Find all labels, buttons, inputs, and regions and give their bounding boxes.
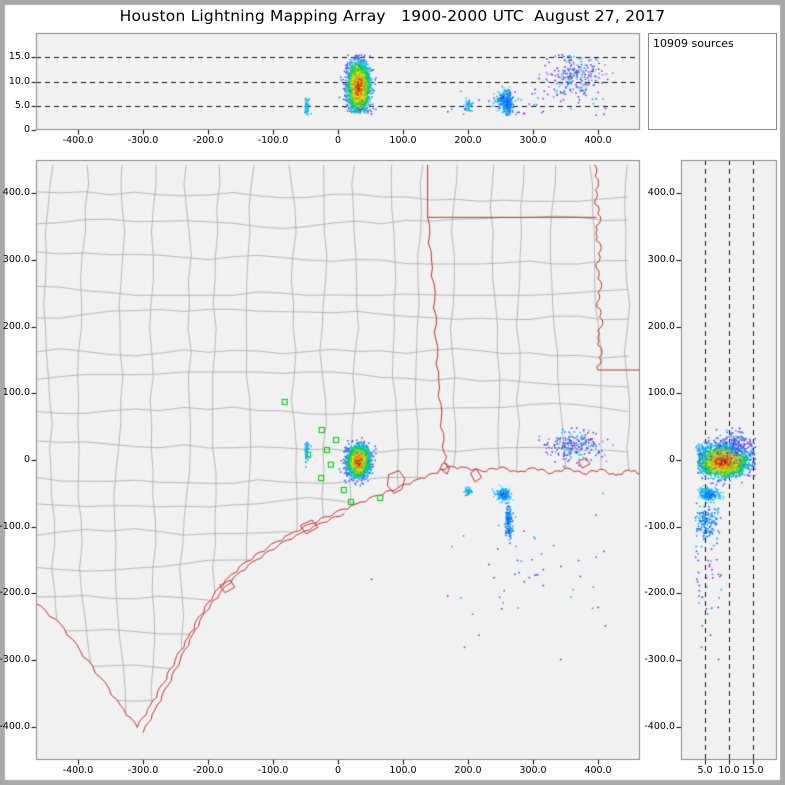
figure-title: Houston Lightning Mapping Array 1900-200… [119,7,666,25]
sources-count-box: 10909 sources [648,33,777,130]
sources-count-label: 10909 sources [653,37,734,50]
